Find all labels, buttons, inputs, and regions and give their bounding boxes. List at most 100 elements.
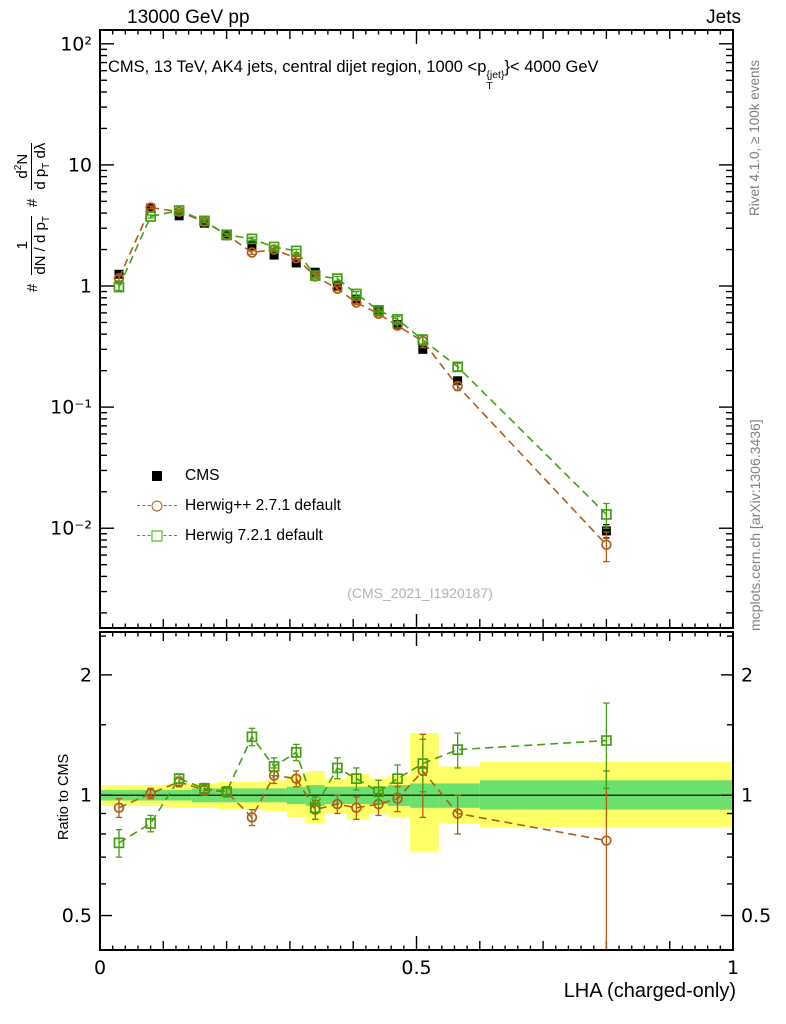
cms-marker-icon [136, 468, 178, 484]
data-point [269, 250, 279, 260]
ratio-panel-frame [99, 631, 734, 951]
y-axis-label: # 1 dN / d pT # d2N d pT dλ [13, 142, 53, 292]
data-point [452, 808, 463, 819]
herwigpp-marker-icon [136, 498, 178, 514]
series-ratio-1 [113, 733, 612, 950]
ratio-uncertainty-bands [100, 733, 733, 853]
ratio-ytick-label-left: 2 [80, 664, 92, 686]
data-point [351, 773, 362, 785]
herwig7-marker-icon [136, 528, 178, 544]
data-point [351, 288, 362, 300]
ratio-ytick-label-right: 0.5 [741, 905, 771, 927]
data-point [332, 762, 343, 774]
data-point [246, 247, 258, 258]
legend-item-herwig7: Herwig 7.2.1 default [136, 521, 341, 551]
data-point [417, 334, 429, 346]
main-ytick-label: 10⁻² [50, 518, 92, 540]
data-point [268, 761, 280, 772]
main-panel-frame [99, 29, 734, 629]
data-point [392, 793, 403, 804]
data-point [601, 835, 612, 846]
analysis-id-watermark: (CMS_2021_I1920187) [347, 585, 493, 601]
data-point [417, 758, 429, 769]
data-point [113, 837, 125, 849]
legend-label-cms: CMS [185, 467, 220, 484]
series-main-2 [113, 205, 612, 529]
data-point [173, 773, 185, 785]
data-point [145, 788, 156, 799]
xtick-label: 0 [94, 957, 106, 979]
data-point [601, 539, 612, 551]
data-point [199, 783, 210, 794]
data-point [199, 215, 210, 227]
data-point [601, 509, 612, 520]
pt-jet-superscript: {jet} T [486, 69, 505, 92]
plot-title-text: CMS, 13 TeV, AK4 jets, central dijet reg… [108, 58, 487, 76]
data-point [221, 229, 232, 241]
legend-label-herwig7: Herwig 7.2.1 default [185, 527, 323, 544]
data-point [246, 233, 258, 245]
ratio-ytick-label-left: 0.5 [62, 905, 92, 927]
analysis-group-label: Jets [706, 7, 741, 28]
data-point [452, 361, 463, 373]
ratio-y-axis-label: Ratio to CMS [56, 753, 72, 840]
data-point [246, 812, 258, 823]
ratio-ytick-label-left: 1 [80, 785, 92, 807]
legend: CMS Herwig++ 2.7.1 default Herwig 7.2.1 … [136, 461, 341, 551]
main-ytick-label: 10² [60, 33, 92, 55]
data-point [452, 380, 463, 392]
legend-item-herwigpp: Herwig++ 2.7.1 default [136, 491, 341, 521]
data-point [221, 786, 232, 798]
data-point [373, 304, 384, 316]
rivet-version-label: Rivet 4.1.0, ≥ 100k events [747, 60, 762, 216]
ratio-ytick-label-right: 1 [741, 785, 753, 807]
hash-symbol: # [24, 198, 42, 208]
main-ytick-label: 10⁻¹ [50, 397, 92, 419]
data-point [332, 281, 342, 291]
main-ytick-label: 1 [80, 276, 92, 298]
xtick-label: 1 [727, 957, 739, 979]
data-point [332, 798, 343, 810]
mcplots-credit-label: mcplots.cern.ch [arXiv:1306.3436] [747, 419, 763, 631]
data-point [392, 773, 403, 785]
plot-title-text-end: }< 4000 GeV [504, 58, 599, 76]
data-point [418, 344, 428, 354]
data-point [145, 211, 156, 222]
fraction-one-over-dndpt: 1 dN / d pT [13, 216, 52, 275]
data-point [392, 314, 403, 325]
xtick-label: 0.5 [401, 957, 431, 979]
data-point [113, 802, 125, 814]
data-point [113, 281, 125, 293]
ratio-ytick-label-right: 2 [741, 664, 753, 686]
data-point [309, 270, 321, 281]
data-point [268, 241, 280, 253]
data-point [373, 786, 384, 798]
plot-title: CMS, 13 TeV, AK4 jets, central dijet reg… [108, 58, 599, 91]
data-point [332, 283, 343, 294]
data-point [290, 252, 302, 264]
data-point [309, 802, 321, 814]
data-point [173, 205, 185, 216]
legend-label-herwigpp: Herwig++ 2.7.1 default [185, 497, 341, 514]
data-point [246, 731, 258, 743]
data-point [145, 818, 156, 829]
data-point [452, 744, 463, 756]
data-point [453, 376, 463, 386]
beam-energy-label: 13000 GeV pp [127, 7, 250, 28]
main-ytick-label: 10 [68, 154, 92, 176]
fraction-d2n: d2N d pT dλ [13, 142, 53, 190]
data-point [290, 773, 302, 784]
data-point [247, 241, 257, 251]
data-point [351, 802, 362, 814]
data-point [601, 735, 612, 746]
x-axis-title: LHA (charged-only) [563, 980, 736, 1002]
data-point [290, 245, 302, 257]
series-ratio-2 [113, 702, 612, 858]
data-point [332, 273, 343, 285]
legend-item-cms: CMS [136, 461, 341, 491]
data-point [601, 526, 611, 536]
hash-symbol: # [24, 283, 42, 292]
data-point [290, 746, 302, 758]
